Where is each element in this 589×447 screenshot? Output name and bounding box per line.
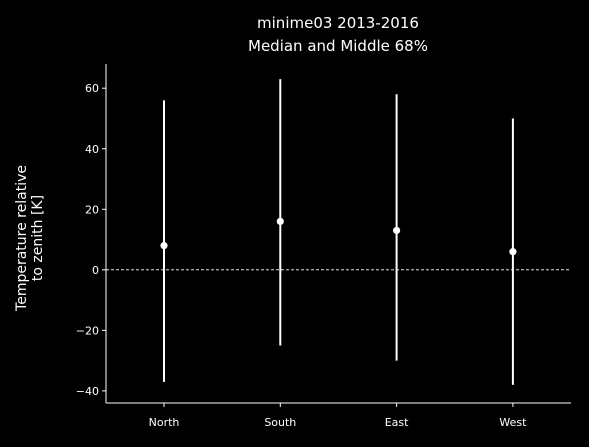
y-tick-label: 40	[85, 143, 99, 156]
median-point-west	[509, 248, 517, 256]
y-tick-label: 60	[85, 82, 99, 95]
x-tick-label: North	[149, 416, 180, 429]
axes	[105, 64, 571, 404]
y-axis-label: Temperature relative to zenith [K]	[14, 165, 46, 312]
chart-title-line2: Median and Middle 68%	[248, 37, 428, 55]
y-axis-label-line1: Temperature relative	[14, 165, 30, 312]
y-tick-label: 20	[85, 203, 99, 216]
y-tick-label: 0	[92, 264, 99, 277]
ticks: −40 −20 0 20 40 60 North South East West	[76, 82, 527, 429]
y-axis-label-line2: to zenith [K]	[30, 195, 46, 281]
x-tick-label: South	[264, 416, 296, 429]
x-tick-label: West	[499, 416, 527, 429]
y-tick-label: −40	[76, 385, 99, 398]
y-tick-label: −20	[76, 324, 99, 337]
error-bars	[160, 79, 517, 385]
x-tick-label: East	[385, 416, 409, 429]
chart-title-line1: minime03 2013-2016	[257, 14, 419, 32]
median-point-south	[276, 217, 284, 225]
median-point-north	[160, 242, 168, 250]
median-point-east	[393, 226, 401, 235]
